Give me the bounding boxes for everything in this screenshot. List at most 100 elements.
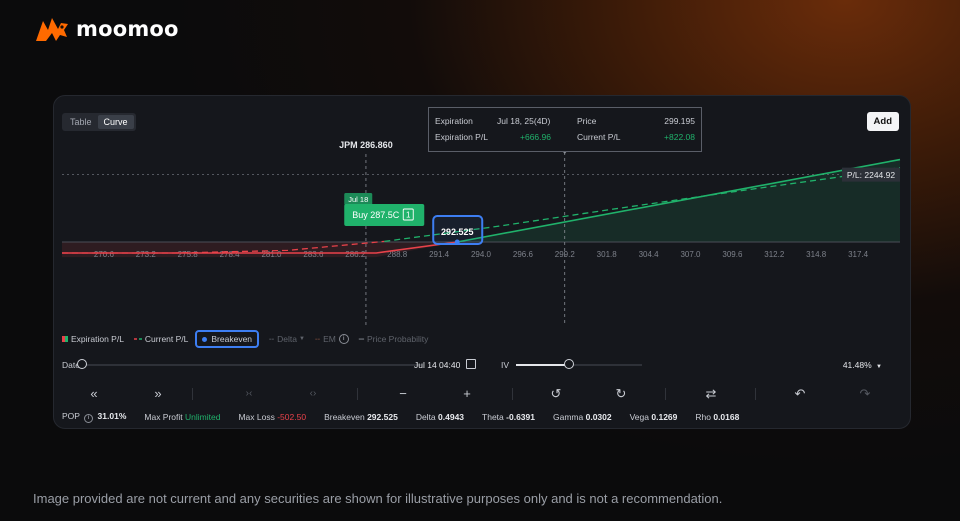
double-right-icon[interactable]: »	[154, 386, 162, 401]
minus-icon[interactable]: −	[399, 386, 407, 401]
info-icon[interactable]: i	[84, 414, 94, 423]
stat-delta: Delta 0.4943	[416, 412, 464, 422]
x-tick-label: 301.8	[597, 250, 618, 259]
date-value: Jul 14 04:40	[414, 360, 461, 370]
undo-icon[interactable]: ↶	[794, 386, 806, 401]
x-tick-label: 278.4	[220, 250, 241, 259]
legend-breakeven[interactable]: Breakeven	[195, 330, 260, 348]
x-tick-label: 270.6	[94, 250, 115, 259]
legend-em[interactable]: ╌ EM i	[315, 334, 349, 345]
iv-slider[interactable]	[516, 359, 642, 371]
expand-icon[interactable]: ‹›	[309, 388, 317, 399]
x-tick-label: 307.0	[680, 250, 701, 259]
stat-rho: Rho 0.0168	[695, 412, 739, 422]
stat-rho-label: Rho	[695, 412, 711, 422]
tooltip-price-label: Price	[577, 116, 597, 126]
iv-value-dropdown[interactable]: 41.48% ▼	[843, 360, 882, 370]
x-tick-label: 309.6	[722, 250, 743, 259]
controls-row: Date Jul 14 04:40 IV 41.48% ▼	[54, 356, 910, 376]
order-tag-bg	[344, 204, 425, 226]
x-tick-label: 294.0	[471, 250, 492, 259]
stat-max-profit: Max Profit Unlimited	[144, 412, 220, 422]
collapse-icon[interactable]: ›‹	[245, 388, 253, 399]
tooltip-exp-pl-label: Expiration P/L	[435, 132, 488, 142]
legend-expiration-pl-label: Expiration P/L	[71, 334, 124, 344]
moomoo-bull-icon	[36, 18, 68, 41]
stat-vega-label: Vega	[629, 412, 649, 422]
legend-price-probability[interactable]: ━ Price Probability	[359, 334, 429, 345]
stat-pop-label: POP	[62, 411, 80, 421]
order-tag: Buy 287.5C	[352, 210, 400, 220]
swap-icon[interactable]: ⇄	[705, 386, 717, 401]
legend-delta[interactable]: ╌ Delta ▼	[269, 334, 305, 345]
tab-curve[interactable]: Curve	[97, 115, 134, 129]
strategy-stats: POP i 31.01% Max Profit Unlimited Max Lo…	[62, 409, 757, 425]
pl-label: P/L: 2244.92	[847, 170, 895, 180]
iv-slider-knob[interactable]	[563, 359, 574, 369]
date-slider-knob[interactable]	[77, 359, 87, 369]
stat-gamma-label: Gamma	[553, 412, 584, 422]
stat-vega-value: 0.1269	[651, 412, 678, 422]
stat-theta: Theta -0.6391	[482, 412, 535, 422]
current-pl-profit-line	[384, 166, 901, 243]
probability-dash-icon: ━	[358, 333, 364, 344]
x-tick-label: 286.2	[345, 250, 366, 259]
x-tick-label: 291.4	[429, 250, 450, 259]
x-tick-label: 288.8	[387, 250, 408, 259]
history-back-icon[interactable]: ↺	[550, 386, 562, 401]
stat-breakeven-value: 292.525	[367, 412, 398, 422]
legend-current-pl[interactable]: Current P/L	[133, 334, 188, 344]
legend-expiration-pl[interactable]: Expiration P/L	[62, 334, 124, 344]
iv-value: 41.48%	[842, 360, 872, 370]
expiration-pl-profit-line	[457, 158, 901, 243]
stat-vega: Vega 0.1269	[630, 412, 678, 422]
strategy-panel: 270.6 273.2 275.8 278.4 281.0 283.6 286.2 288.8…	[53, 95, 911, 429]
stat-pop-value: 31.01%	[97, 411, 127, 421]
hover-tooltip: Expiration Jul 18, 25(4D) Price 299.195 …	[428, 107, 702, 152]
redo-icon[interactable]: ↷	[859, 386, 871, 401]
em-dash-icon: ╌	[314, 333, 321, 344]
x-tick-label: 273.2	[136, 250, 157, 259]
dashed-line-icon	[133, 338, 142, 340]
x-tick-label: 296.6	[513, 250, 534, 259]
calendar-icon[interactable]	[466, 359, 476, 369]
x-tick-label: 317.4	[848, 250, 869, 259]
pl-label-bg	[842, 167, 900, 182]
stat-delta-value: 0.4943	[438, 412, 465, 422]
info-icon[interactable]: i	[338, 334, 349, 344]
x-tick-label: 275.8	[178, 250, 199, 259]
add-button[interactable]: Add	[866, 112, 899, 131]
breakeven-label: 292.525	[441, 227, 474, 237]
stat-max-profit-value: Unlimited	[185, 412, 221, 422]
expiration-pl-swatch-icon	[62, 336, 68, 342]
pl-chart[interactable]: 270.6 273.2 275.8 278.4 281.0 283.6 286.2 288.8…	[54, 96, 910, 328]
history-forward-icon[interactable]: ↻	[615, 386, 627, 401]
stat-breakeven-label: Breakeven	[324, 412, 365, 422]
tooltip-cur-pl-value: +822.08	[664, 132, 695, 142]
legend-delta-label: Delta	[277, 334, 297, 344]
breakeven-dot-icon	[202, 336, 208, 342]
plus-icon[interactable]: +	[463, 386, 471, 401]
order-qty: 1	[406, 211, 411, 220]
legend-price-probability-label: Price Probability	[366, 334, 429, 344]
disclaimer: Image provided are not current and any s…	[33, 491, 723, 506]
stat-pop: POP i 31.01%	[62, 411, 126, 423]
brand-name: moomoo	[76, 17, 179, 41]
chevron-down-icon: ▼	[876, 364, 882, 370]
stat-delta-label: Delta	[415, 412, 436, 422]
current-price-label: JPM 286.860	[339, 140, 393, 150]
iv-label: IV	[501, 360, 510, 370]
x-tick-label: 312.2	[764, 250, 785, 259]
stat-gamma-value: 0.0302	[585, 412, 612, 422]
tooltip-expiration-label: Expiration	[435, 116, 473, 126]
tooltip-cur-pl-label: Current P/L	[577, 132, 621, 142]
double-left-icon[interactable]: «	[90, 386, 98, 401]
stat-breakeven: Breakeven 292.525	[324, 412, 398, 422]
chevron-down-icon: ▼	[299, 336, 305, 342]
date-slider[interactable]	[77, 359, 422, 371]
stat-max-loss: Max Loss -502.50	[238, 412, 306, 422]
date-tag: Jul 18	[348, 195, 368, 204]
x-tick-label: 299.2	[555, 250, 576, 259]
current-pl-loss-line	[62, 240, 385, 254]
tab-table[interactable]: Table	[70, 117, 92, 127]
